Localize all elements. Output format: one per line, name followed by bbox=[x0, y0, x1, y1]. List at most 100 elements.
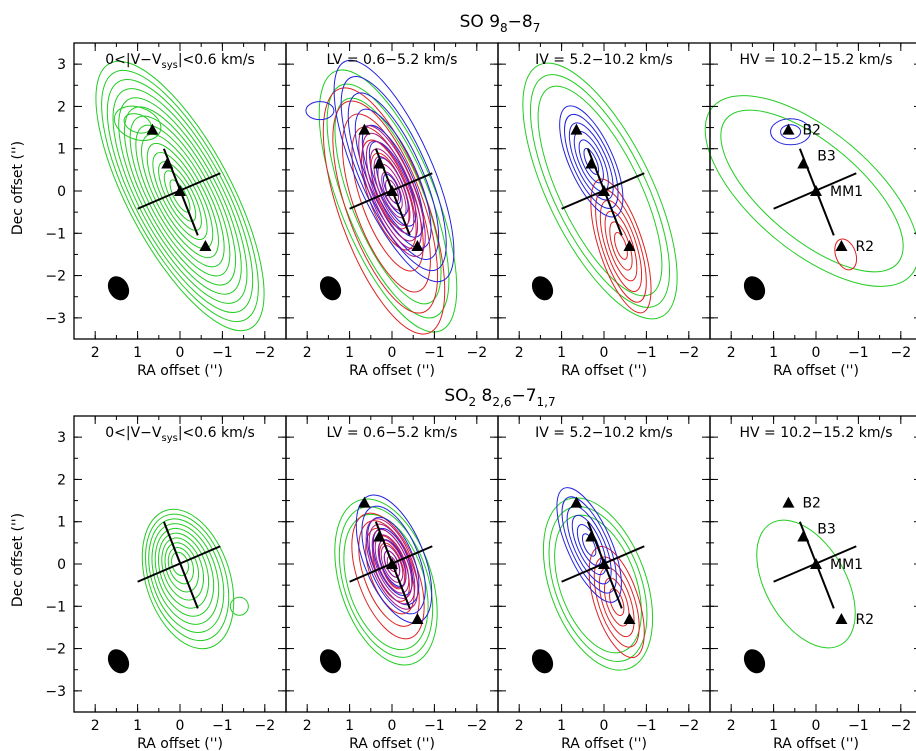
so2-title: SO2 82,6−71,7 bbox=[444, 386, 555, 409]
x-tick-label: −1 bbox=[424, 345, 445, 361]
source-label: R2 bbox=[855, 239, 874, 255]
green-contour bbox=[151, 523, 220, 625]
green-contour bbox=[158, 161, 202, 231]
x-tick-label: 2 bbox=[727, 345, 736, 361]
y-tick-label: −3 bbox=[45, 684, 66, 700]
panel-label: 0<|V−Vsys|<0.6 km/s bbox=[105, 425, 255, 444]
source-marker bbox=[782, 123, 795, 135]
so-title: SO 98−87 bbox=[460, 12, 541, 35]
green-contour bbox=[158, 532, 210, 609]
source-label: R2 bbox=[855, 612, 874, 628]
panel-label: HV = 10.2−15.2 km/s bbox=[739, 425, 892, 441]
panel-label: LV = 0.6−5.2 km/s bbox=[327, 425, 458, 441]
x-tick-label: 0 bbox=[176, 345, 185, 361]
green-contour bbox=[704, 95, 916, 287]
x-axis-label: RA offset ('') bbox=[137, 736, 223, 751]
x-tick-label: 1 bbox=[133, 718, 142, 734]
y-tick-label: 0 bbox=[57, 557, 66, 573]
panel-r0-c3: B2 B3 MM1 R2 HV = 10.2−15.2 km/s 2 1 0 −1 −2 RA of… bbox=[704, 42, 916, 379]
panel-r0-c1: LV = 0.6−5.2 km/s 2 1 0 −1 −2 RA offset ('') bbox=[285, 42, 499, 379]
beam-ellipse bbox=[531, 649, 554, 674]
x-tick-label: −1 bbox=[212, 718, 233, 734]
red-contour bbox=[595, 189, 647, 303]
blue-contour bbox=[571, 514, 607, 576]
green-contour bbox=[101, 69, 259, 323]
x-tick-label: 2 bbox=[515, 718, 524, 734]
panel-r0-c0: 0<|V−Vsys|<0.6 km/s 2 1 0 −1 −2 3 2 1 0 −1 −2 −3 RA o… bbox=[45, 42, 287, 379]
x-tick-label: 0 bbox=[600, 345, 609, 361]
x-tick-label: −2 bbox=[890, 718, 911, 734]
source-marker bbox=[810, 558, 822, 569]
x-tick-label: −1 bbox=[636, 345, 657, 361]
green-contour bbox=[113, 105, 162, 141]
x-axis-label: RA offset ('') bbox=[349, 363, 435, 379]
green-contour bbox=[163, 170, 197, 222]
panel-r1-c0: 0<|V−Vsys|<0.6 km/s 2 1 0 −1 −2 3 2 1 0 −1 −2 −3 RA o… bbox=[45, 415, 287, 751]
source-marker bbox=[598, 185, 610, 196]
x-axis-label: RA offset ('') bbox=[137, 363, 223, 379]
red-contour bbox=[834, 238, 858, 271]
y-tick-label: −2 bbox=[45, 642, 66, 658]
source-marker bbox=[810, 185, 822, 196]
y-tick-label: 2 bbox=[57, 472, 66, 488]
blue-contour bbox=[333, 59, 455, 283]
blue-contour bbox=[780, 124, 802, 140]
source-marker bbox=[358, 496, 371, 508]
red-contour bbox=[599, 199, 643, 292]
source-marker bbox=[386, 185, 398, 196]
beam-ellipse bbox=[531, 276, 554, 301]
x-tick-label: −1 bbox=[636, 718, 657, 734]
source-marker bbox=[598, 558, 610, 569]
x-tick-label: −2 bbox=[254, 718, 275, 734]
panel-r1-c1: LV = 0.6−5.2 km/s 2 1 0 −1 −2 RA offset ('') bbox=[285, 415, 499, 751]
jet-axis-line bbox=[162, 521, 199, 609]
x-tick-label: 0 bbox=[812, 345, 821, 361]
source-marker bbox=[797, 530, 810, 542]
y-axis-label-bottom: Dec offset ('') bbox=[10, 513, 26, 607]
x-tick-label: −1 bbox=[848, 345, 869, 361]
source-marker bbox=[570, 496, 583, 508]
source-marker bbox=[782, 496, 795, 508]
red-contour bbox=[341, 113, 431, 293]
y-tick-label: −1 bbox=[45, 599, 66, 615]
x-tick-label: 2 bbox=[91, 718, 100, 734]
source-marker bbox=[585, 530, 598, 542]
source-label: B3 bbox=[817, 149, 836, 165]
green-contour bbox=[338, 506, 434, 658]
green-contour bbox=[161, 537, 205, 601]
x-tick-label: 1 bbox=[557, 345, 566, 361]
x-tick-label: −2 bbox=[678, 718, 699, 734]
beam-ellipse bbox=[319, 649, 342, 674]
blue-contour bbox=[361, 505, 426, 615]
x-axis-label: RA offset ('') bbox=[773, 363, 859, 379]
beam-ellipse bbox=[743, 276, 766, 301]
x-tick-label: −1 bbox=[212, 345, 233, 361]
red-contour bbox=[358, 520, 420, 627]
x-tick-label: −1 bbox=[848, 718, 869, 734]
panel-label: IV = 5.2−10.2 km/s bbox=[535, 52, 673, 68]
y-axis-label-top: Dec offset ('') bbox=[10, 141, 26, 235]
source-label: B2 bbox=[802, 123, 821, 139]
y-tick-label: 3 bbox=[57, 430, 66, 446]
red-contour bbox=[614, 232, 628, 260]
beam-ellipse bbox=[743, 649, 766, 674]
source-marker bbox=[585, 157, 598, 169]
panel-label: 0<|V−Vsys|<0.6 km/s bbox=[105, 52, 255, 71]
green-contour bbox=[129, 115, 231, 277]
blue-contour bbox=[561, 496, 617, 594]
blue-contour bbox=[770, 118, 812, 146]
source-marker bbox=[161, 157, 174, 169]
red-contour bbox=[604, 210, 638, 282]
x-tick-label: −2 bbox=[254, 345, 275, 361]
panel-label: LV = 0.6−5.2 km/s bbox=[327, 52, 458, 68]
panel-r1-c2: IV = 5.2−10.2 km/s 2 1 0 −1 −2 RA offset ('') bbox=[497, 415, 711, 751]
x-tick-label: 2 bbox=[91, 345, 100, 361]
red-contour bbox=[590, 178, 652, 314]
panel-label: IV = 5.2−10.2 km/s bbox=[535, 425, 673, 441]
source-marker bbox=[373, 530, 386, 542]
source-label: MM1 bbox=[830, 557, 863, 573]
blue-contour bbox=[581, 533, 597, 557]
y-tick-label: 1 bbox=[57, 515, 66, 531]
y-tick-label: 3 bbox=[57, 57, 66, 73]
blue-contour bbox=[559, 105, 624, 218]
